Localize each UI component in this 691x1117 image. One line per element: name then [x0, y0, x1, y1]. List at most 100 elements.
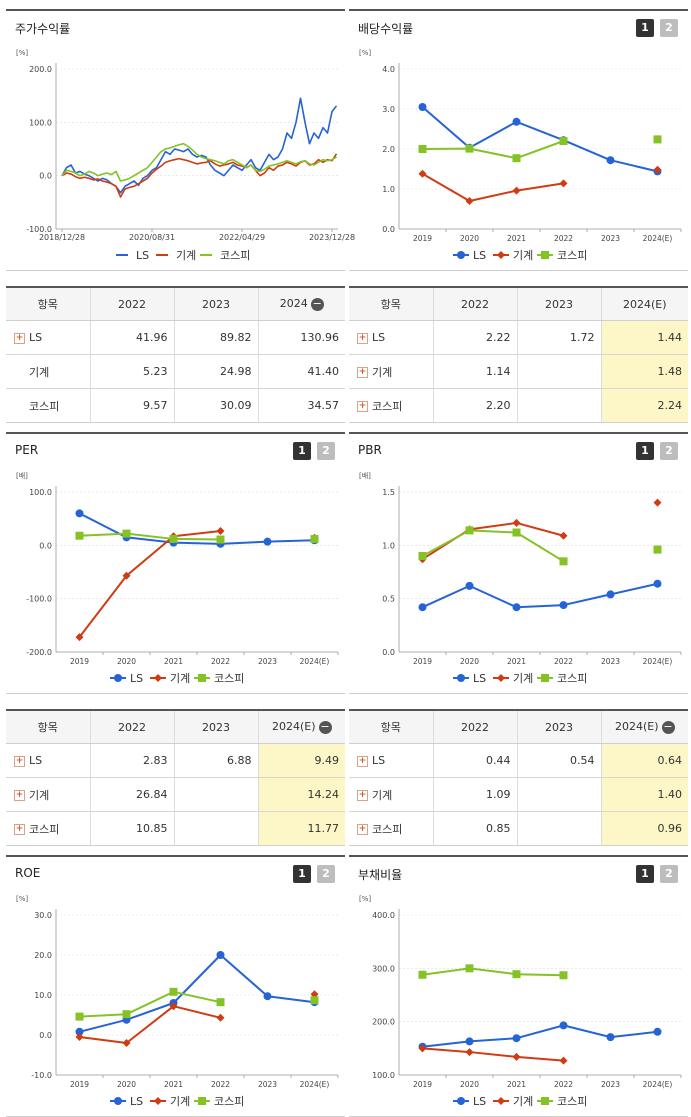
expand-icon[interactable]: + — [357, 824, 368, 835]
collapse-icon[interactable]: − — [310, 296, 324, 311]
data-point — [75, 1012, 84, 1021]
legend-marker-machinery — [497, 1097, 505, 1105]
y-tick-label: 200.0 — [372, 1018, 395, 1027]
page-2-button[interactable]: 2 — [660, 865, 678, 883]
page-2-button[interactable]: 2 — [660, 19, 678, 37]
page-2-button[interactable]: 2 — [317, 442, 335, 460]
table-row: + LS 41.96 89.82 130.96 — [6, 320, 345, 355]
x-tick-label: 2019 — [413, 657, 432, 666]
data-point — [216, 951, 225, 959]
expand-icon[interactable]: + — [14, 824, 25, 835]
row-label-cell[interactable]: + 기계 — [6, 777, 90, 812]
expand-icon[interactable]: + — [14, 790, 25, 801]
series-machinery — [418, 1044, 568, 1065]
header-year: 2024(E) − — [600, 711, 688, 744]
x-tick-label: 2019 — [413, 1080, 432, 1089]
data-point — [122, 529, 131, 538]
page-1-button[interactable]: 1 — [636, 442, 654, 460]
table-row: + 코스피 10.85 11.77 — [6, 811, 345, 846]
table-cell: 2.24 — [600, 388, 688, 423]
data-point — [216, 1013, 225, 1022]
expand-icon[interactable]: + — [14, 755, 25, 767]
unit-label: [배] — [359, 471, 371, 480]
row-label-cell[interactable]: + 코스피 — [6, 811, 90, 846]
header-year: 2022 — [89, 711, 174, 744]
expand-icon[interactable]: + — [14, 332, 25, 344]
page-1-button[interactable]: 1 — [293, 442, 311, 460]
page-1-button[interactable]: 1 — [636, 865, 654, 883]
table-cell: 2.20 — [432, 388, 517, 423]
data-point — [512, 1034, 521, 1043]
table-cell: 1.44 — [600, 320, 688, 355]
series-machinery — [418, 498, 662, 564]
row-label-cell[interactable]: + 기계 — [349, 354, 433, 389]
series-ls — [418, 579, 662, 612]
page-1-button[interactable]: 1 — [636, 19, 654, 37]
legend-label-ls: LS — [136, 249, 149, 262]
table-row: + LS 2.83 6.88 9.49 — [6, 743, 345, 778]
pbr-chart: [배] 1.5 1.0 0.5 0.0 2019 2020 2021 2022 2023 2024(… — [359, 471, 682, 685]
expand-icon[interactable]: + — [357, 790, 368, 801]
legend-label-kospi: 코스피 — [557, 249, 587, 262]
expand-icon[interactable]: + — [357, 332, 368, 344]
data-point — [512, 518, 521, 527]
x-tick-label: 2022 — [211, 657, 230, 666]
y-tick-label: -100.0 — [26, 595, 52, 604]
table-cell: 11.77 — [257, 811, 345, 846]
legend-marker-kospi — [198, 1097, 206, 1105]
y-tick-label: 4.0 — [382, 65, 395, 74]
header-year: 2024− — [257, 288, 345, 321]
row-label-cell[interactable]: + 코스피 — [349, 811, 433, 846]
header-label: 2022 — [118, 297, 146, 311]
debt-ratio-title: 부채비율 — [358, 868, 403, 882]
row-label-cell[interactable]: + LS — [6, 320, 90, 355]
collapse-icon[interactable]: − — [661, 719, 675, 734]
page-1-button[interactable]: 1 — [293, 865, 311, 883]
legend-label-machinery: 기계 — [513, 672, 533, 685]
page-2-button[interactable]: 2 — [660, 442, 678, 460]
row-label-cell[interactable]: + LS — [6, 743, 90, 778]
expand-icon[interactable]: + — [357, 755, 368, 767]
legend-label-machinery: 기계 — [513, 249, 533, 262]
row-label-cell[interactable]: + 코스피 — [349, 388, 433, 423]
series-line — [79, 990, 221, 1018]
x-tick-label: 2018/12/28 — [39, 233, 85, 242]
stock-return-table-panel: 항목 2022 2023 2024− + LS 41.96 89.82 130.96 기계 5.23… — [6, 286, 345, 423]
table-row: + 코스피 0.85 0.96 — [349, 811, 688, 846]
collapse-icon[interactable]: − — [318, 719, 332, 734]
x-tick-label: 2020 — [117, 657, 136, 666]
x-tick-label: 2021 — [507, 657, 526, 666]
legend-marker-ls — [457, 674, 465, 682]
expand-icon[interactable]: + — [357, 367, 368, 378]
stock-return-table: 항목 2022 2023 2024− + LS 41.96 89.82 130.96 기계 5.23… — [6, 288, 345, 423]
page-2-button[interactable]: 2 — [317, 865, 335, 883]
data-point — [512, 603, 521, 612]
pbr-table-panel: 항목 2022 2023 2024(E) − + LS 0.44 0.54 0.64 + 기계 1.09… — [349, 709, 688, 846]
legend-marker-ls — [114, 1097, 122, 1105]
row-label-cell[interactable]: + 기계 — [349, 777, 433, 812]
row-label: LS — [29, 331, 43, 344]
series-line — [421, 521, 564, 561]
row-label-cell[interactable]: + LS — [349, 320, 433, 355]
y-tick-label: 0.5 — [382, 595, 395, 604]
data-point — [122, 1039, 131, 1047]
expand-icon[interactable]: + — [357, 401, 368, 412]
row-label: 기계 — [372, 365, 393, 379]
data-point — [418, 145, 427, 153]
table-cell: 0.54 — [516, 743, 601, 778]
row-label-cell[interactable]: + LS — [349, 743, 433, 778]
data-point — [75, 509, 84, 518]
row-label: 코스피 — [372, 399, 403, 413]
legend-label-ls: LS — [130, 1095, 143, 1108]
data-point — [465, 1037, 474, 1046]
x-tick-label: 2022 — [554, 234, 573, 243]
dividend-yield-pager: 1 2 — [636, 19, 678, 37]
table-cell: 2.83 — [89, 743, 174, 778]
x-tick-label: 2024(E) — [300, 1080, 330, 1089]
series-line — [421, 106, 658, 173]
data-point — [263, 992, 272, 1001]
x-tick-label: 2021 — [164, 657, 183, 666]
legend-label-machinery: 기계 — [170, 672, 190, 685]
header-label: 2023 — [545, 297, 573, 311]
table-cell — [173, 811, 258, 846]
